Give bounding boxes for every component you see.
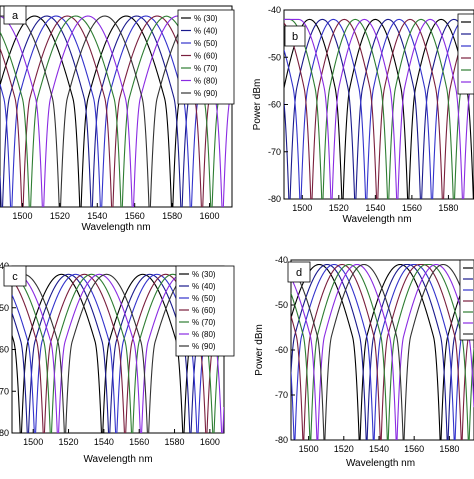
legend-entry: % (70) (194, 64, 218, 73)
x-tick-label: 1520 (334, 444, 354, 454)
legend-box (459, 259, 474, 341)
y-tick-label: -70 (0, 386, 9, 396)
legend-entry: % (40) (194, 27, 218, 36)
legend-entry: % (30) (192, 270, 216, 279)
y-tick-label: -50 (268, 52, 281, 62)
y-tick-label: -80 (0, 428, 9, 438)
chart-panel-b: 1500 1520 1540 1560 1580 -40 -50 -60 -70 -80 Wavel… (252, 5, 474, 225)
chart-panel-d: 1500 1520 1540 1560 1580 -40 -50 -60 -70 -80 Wavel… (254, 255, 474, 469)
series-group (0, 15, 232, 207)
series-line-6 (284, 18, 474, 199)
x-tick-label: 1540 (365, 203, 385, 213)
series-group (291, 263, 474, 440)
series-line-4 (284, 18, 474, 199)
legend-entry: % (50) (192, 294, 216, 303)
y-tick-label: -50 (0, 303, 9, 313)
x-tick-label: 1580 (165, 437, 185, 447)
series-line-2 (284, 18, 474, 199)
x-tick-label: 1560 (129, 437, 149, 447)
legend-entry: % (80) (194, 77, 218, 86)
legend-entry: % (60) (192, 306, 216, 315)
y-tick-label: -80 (275, 435, 288, 445)
y-tick-label: -70 (275, 390, 288, 400)
series-line-3 (284, 18, 474, 199)
panel-label: d (296, 267, 302, 279)
series-line-3 (0, 15, 232, 207)
panel-label-box (287, 261, 311, 283)
panel-label: c (12, 271, 18, 283)
y-tick-label: -50 (275, 300, 288, 310)
x-tick-label: 1500 (12, 211, 32, 221)
series-group (284, 18, 474, 199)
series-line-4 (291, 263, 474, 440)
legend-entry: % (90) (192, 342, 216, 351)
chart-panel-c: 150015201540156015801600-40-50-60-70-80W… (0, 261, 235, 465)
series-line-7 (291, 263, 474, 440)
panel-label: b (292, 31, 298, 43)
panel-label-box (3, 265, 27, 287)
x-tick-label: 1500 (23, 437, 43, 447)
plot-frame (0, 5, 233, 208)
x-tick-label: 1580 (439, 444, 459, 454)
series-line-2 (12, 273, 224, 433)
y-tick-label: -60 (275, 345, 288, 355)
legend-entry: % (40) (192, 282, 216, 291)
x-tick-label: 1580 (162, 211, 182, 221)
x-tick-label: 1540 (369, 444, 389, 454)
legend-box (177, 9, 235, 105)
x-axis-label: Wavelength nm (342, 214, 411, 225)
x-tick-label: 1520 (329, 203, 349, 213)
chart-panel-a: 1500 1520 1540 1560 1580 1600 Wavelength nm a % … (0, 5, 235, 233)
x-tick-label: 1520 (50, 211, 70, 221)
panel-label-box (284, 25, 306, 47)
x-tick-label: 1560 (125, 211, 145, 221)
y-axis-label: Power dBm (254, 324, 265, 376)
x-axis-label: Wavelength nm (81, 222, 150, 233)
x-tick-label: 1540 (87, 211, 107, 221)
y-axis-label: Power dBm (252, 79, 263, 131)
legend-entry: % (70) (192, 318, 216, 327)
x-axis-label: Wavelength nm (83, 454, 152, 465)
y-tick-label: -60 (0, 345, 9, 355)
legend-entry: % (50) (194, 39, 218, 48)
legend-entry: % (30) (194, 14, 218, 23)
series-line-3 (291, 263, 474, 440)
x-tick-label: 1500 (299, 444, 319, 454)
legend-box (175, 265, 235, 357)
x-tick-label: 1500 (292, 203, 312, 213)
series-line-5 (291, 263, 474, 440)
y-tick-label: -40 (268, 5, 281, 15)
y-tick-label: -60 (268, 100, 281, 110)
x-tick-label: 1580 (438, 203, 458, 213)
legend-entry: % (60) (194, 52, 218, 61)
x-tick-label: 1600 (200, 437, 220, 447)
x-axis-label: Wavelength nm (346, 458, 415, 469)
legend-entry: % (80) (192, 330, 216, 339)
panel-label: a (12, 10, 19, 22)
panel-label-box (3, 5, 27, 25)
series-line-2 (291, 263, 474, 440)
series-line-1 (291, 263, 474, 440)
y-tick-label: -70 (268, 147, 281, 157)
x-tick-label: 1540 (94, 437, 114, 447)
x-tick-label: 1560 (404, 444, 424, 454)
series-line-6 (291, 263, 474, 440)
legend-entry: % (90) (194, 89, 218, 98)
y-tick-label: -40 (275, 255, 288, 265)
y-tick-label: -80 (268, 194, 281, 204)
x-tick-label: 1600 (200, 211, 220, 221)
x-tick-label: 1520 (59, 437, 79, 447)
x-tick-label: 1560 (402, 203, 422, 213)
series-line-5 (284, 18, 474, 199)
